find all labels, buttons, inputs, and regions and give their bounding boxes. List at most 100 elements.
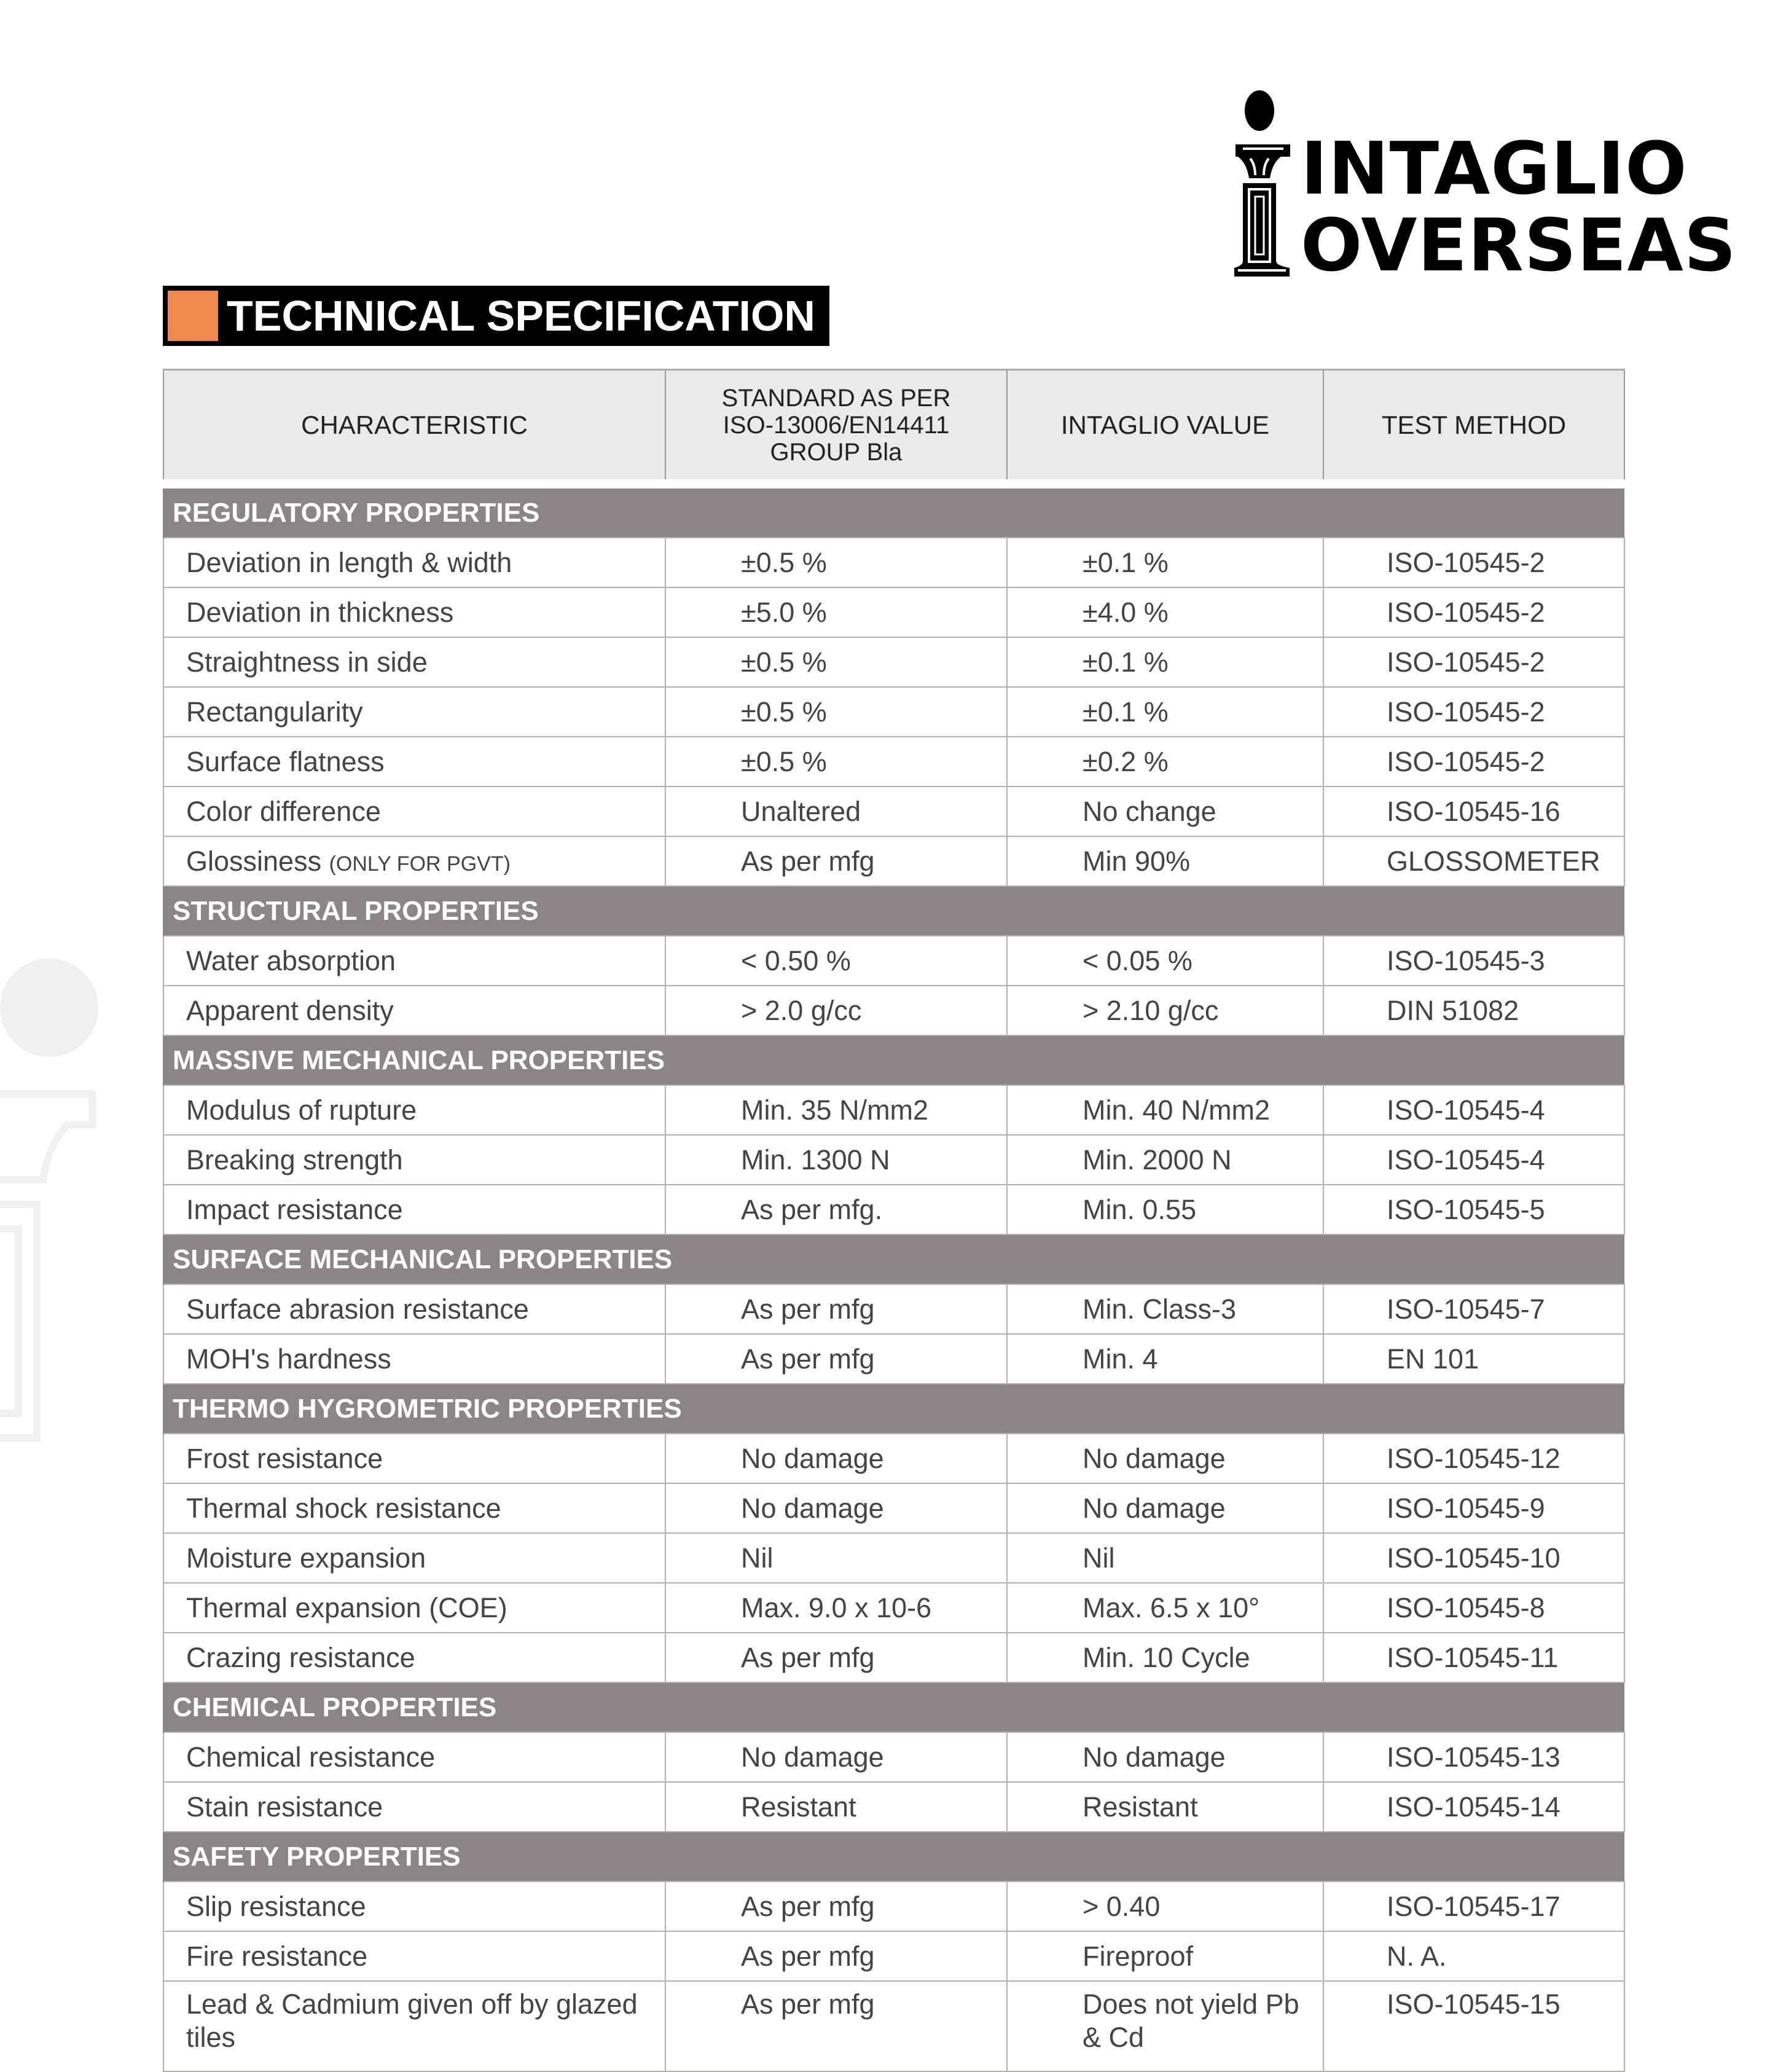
intaglio-value-cell: < 0.05 %: [1006, 935, 1324, 986]
characteristic-cell: Color difference: [163, 786, 666, 837]
cell-text: No damage: [741, 1741, 884, 1773]
test-method-cell: EN 101: [1323, 1333, 1625, 1384]
cell-text: ISO-10545-11: [1387, 1641, 1559, 1673]
cell-text: Nil: [741, 1542, 773, 1574]
table-row: Deviation in length & width ±0.5 % ±0.1 % I…: [163, 537, 1625, 588]
characteristic-cell: Moisture expansion: [163, 1532, 666, 1583]
cell-text: < 0.05 %: [1083, 944, 1192, 976]
intaglio-value-cell: Does not yield Pb & Cd: [1006, 1980, 1324, 2072]
test-method-cell: ISO-10545-11: [1323, 1632, 1625, 1683]
cell-text: ISO-10545-7: [1387, 1293, 1545, 1325]
standard-cell: < 0.50 %: [665, 935, 1008, 986]
characteristic-cell: Surface abrasion resistance: [163, 1284, 666, 1335]
characteristic-cell: Thermal expansion (COE): [163, 1582, 666, 1633]
page-title: TECHNICAL SPECIFICATION: [163, 286, 829, 346]
cell-text: Min. 1300 N: [741, 1144, 890, 1175]
section-header: SAFETY PROPERTIES: [163, 1832, 1624, 1882]
table-row: Apparent density > 2.0 g/cc > 2.10 g/cc DIN…: [163, 985, 1625, 1036]
intaglio-value-cell: Min. 40 N/mm2: [1006, 1085, 1324, 1136]
cell-text: ISO-10545-4: [1387, 1144, 1545, 1175]
test-method-cell: ISO-10545-13: [1323, 1732, 1625, 1783]
section-title: MASSIVE MECHANICAL PROPERTIES: [163, 1035, 1624, 1085]
cell-text: ±0.5 %: [741, 745, 827, 777]
section-header: REGULATORY PROPERTIES: [163, 489, 1624, 538]
cell-text: Min. 2000 N: [1083, 1144, 1232, 1175]
cell-text: Straightness in side: [186, 646, 428, 678]
characteristic-cell: Chemical resistance: [163, 1732, 666, 1783]
cell-text: As per mfg: [741, 1293, 875, 1325]
cell-text: > 2.0 g/cc: [741, 994, 862, 1026]
characteristic-cell: Glossiness (ONLY FOR PGVT): [163, 836, 666, 887]
cell-text: ±0.5 %: [741, 696, 827, 728]
cell-text: ±0.1 %: [1083, 646, 1169, 678]
table-row: Slip resistance As per mfg > 0.40 ISO-10545…: [163, 1881, 1625, 1932]
test-method-cell: ISO-10545-8: [1323, 1582, 1625, 1633]
standard-cell: Resistant: [665, 1781, 1008, 1832]
table-row: Frost resistance No damage No damage ISO-10…: [163, 1433, 1625, 1484]
intaglio-value-cell: ±0.2 %: [1006, 736, 1324, 787]
test-method-cell: ISO-10545-17: [1323, 1881, 1625, 1932]
standard-cell: ±0.5 %: [665, 637, 1008, 688]
characteristic-cell: Straightness in side: [163, 637, 666, 688]
column-header-standard: STANDARD AS PER ISO-13006/EN14411 GROUP …: [665, 369, 1008, 479]
cell-text: Apparent density: [186, 994, 394, 1026]
cell-text: Deviation in thickness: [186, 596, 454, 628]
characteristic-cell: Slip resistance: [163, 1881, 666, 1932]
cell-text: ISO-10545-3: [1387, 944, 1545, 976]
section-header: STRUCTURAL PROPERTIES: [163, 886, 1624, 936]
cell-text: ISO-10545-2: [1387, 696, 1545, 728]
table-row: Glossiness (ONLY FOR PGVT) As per mfg Min …: [163, 836, 1625, 887]
table-row: Breaking strength Min. 1300 N Min. 2000 N I…: [163, 1134, 1625, 1185]
standard-cell: As per mfg: [665, 1980, 1008, 2072]
characteristic-cell: Thermal shock resistance: [163, 1483, 666, 1534]
section-title: STRUCTURAL PROPERTIES: [163, 886, 1624, 936]
test-method-cell: GLOSSOMETER: [1323, 836, 1625, 887]
cell-text: Resistant: [741, 1791, 856, 1823]
cell-text: Chemical resistance: [186, 1741, 436, 1773]
cell-text: EN 101: [1387, 1343, 1479, 1375]
test-method-cell: ISO-10545-15: [1323, 1980, 1625, 2072]
cell-text: ISO-10545-2: [1387, 646, 1545, 678]
standard-cell: As per mfg: [665, 1632, 1008, 1683]
characteristic-cell: Stain resistance: [163, 1781, 666, 1832]
cell-text: Modulus of rupture: [186, 1094, 417, 1126]
table-row: Rectangularity ±0.5 % ±0.1 % ISO-10545-2: [163, 686, 1625, 737]
cell-text: ISO-10545-5: [1387, 1193, 1545, 1225]
table-row: Stain resistance Resistant Resistant ISO-10…: [163, 1781, 1625, 1832]
cell-text: Min. 0.55: [1083, 1193, 1197, 1225]
intaglio-value-cell: Min 90%: [1006, 836, 1324, 887]
standard-cell: ±0.5 %: [665, 537, 1008, 588]
cell-text: Surface abrasion resistance: [186, 1293, 529, 1325]
page-title-text: TECHNICAL SPECIFICATION: [227, 292, 815, 340]
cell-text: As per mfg: [741, 1343, 875, 1375]
cell-text: Nil: [1083, 1542, 1115, 1574]
cell-text: Min 90%: [1083, 845, 1191, 877]
std-line: ISO-13006/EN14411: [722, 411, 950, 439]
cell-text: ±4.0 %: [1083, 596, 1169, 628]
cell-text: Color difference: [186, 795, 381, 827]
accent-square: [168, 291, 218, 341]
characteristic-cell: Surface flatness: [163, 736, 666, 787]
standard-cell: ±5.0 %: [665, 587, 1008, 638]
test-method-cell: ISO-10545-10: [1323, 1532, 1625, 1583]
cell-text: ISO-10545-2: [1387, 596, 1545, 628]
test-method-cell: DIN 51082: [1323, 985, 1625, 1036]
cell-text: Stain resistance: [186, 1791, 383, 1823]
section-header: MASSIVE MECHANICAL PROPERTIES: [163, 1035, 1624, 1085]
cell-text: ISO-10545-2: [1387, 546, 1545, 578]
table-header-row: CHARACTERISTIC STANDARD AS PER ISO-13006…: [163, 369, 1625, 479]
characteristic-cell: Deviation in thickness: [163, 587, 666, 638]
brand-line-2: OVERSEAS: [1301, 203, 1737, 288]
cell-text: ISO-10545-10: [1387, 1542, 1560, 1574]
cell-text: ISO-10545-9: [1387, 1492, 1545, 1524]
standard-cell: Min. 1300 N: [665, 1134, 1008, 1185]
intaglio-value-cell: ±0.1 %: [1006, 537, 1324, 588]
cell-text: Min. Class-3: [1083, 1293, 1237, 1325]
standard-cell: Min. 35 N/mm2: [665, 1085, 1008, 1136]
cell-text: ISO-10545-2: [1387, 745, 1545, 777]
intaglio-value-cell: Min. 2000 N: [1006, 1134, 1324, 1185]
cell-text: ISO-10545-14: [1387, 1791, 1560, 1823]
cell-text: Min. 4: [1083, 1343, 1158, 1375]
spec-table: CHARACTERISTIC STANDARD AS PER ISO-13006…: [163, 369, 1625, 2072]
cell-text: MOH's hardness: [186, 1343, 391, 1375]
